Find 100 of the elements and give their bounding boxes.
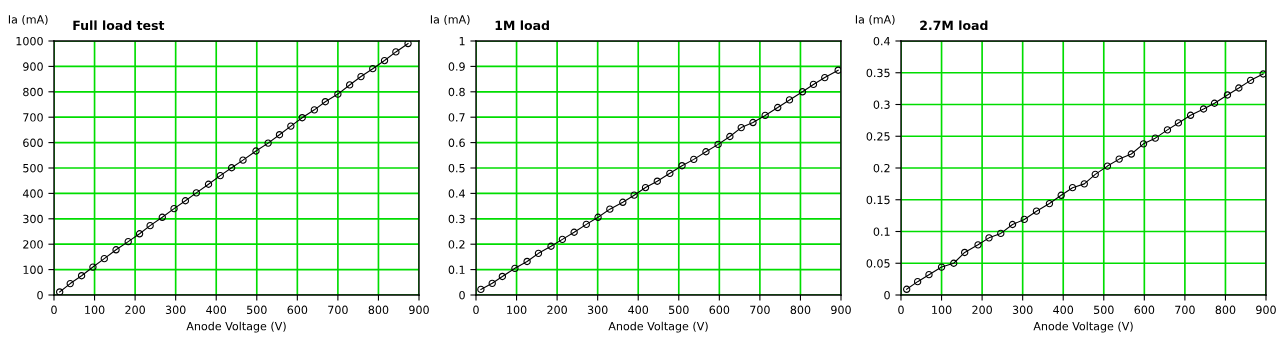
point [798,88,807,96]
point [135,230,144,238]
y-tick-label: 0 [37,290,43,300]
point [55,288,64,295]
y-axis-title: Ia (mA) [8,15,48,25]
point [950,259,958,267]
point [1223,91,1232,99]
x-tick-label: 400 [628,305,649,315]
y-tick-label: 1 [459,37,465,46]
point [997,229,1005,238]
point [1115,155,1123,163]
y-tick-label: 0.15 [866,195,890,205]
x-axis-title: Anode Voltage (V) [1033,321,1133,333]
x-tick-label: 600 [287,305,308,315]
y-tick-label: 500 [23,163,43,173]
point [1032,207,1041,215]
point [960,248,969,257]
point [1246,76,1255,85]
point [216,171,224,180]
point [404,41,412,48]
x-tick-label: 900 [831,305,851,315]
x-tick-label: 100 [932,305,952,315]
y-tick-label: 0.2 [873,163,890,173]
point [100,254,108,263]
x-tick-label: 700 [750,305,770,315]
y-tick-label: 200 [23,240,43,249]
y-tick-label: 0.1 [448,265,465,274]
y-tick-label: 0.35 [866,68,890,78]
y-tick-label: 400 [22,189,43,198]
x-tick-label: 400 [1053,305,1074,315]
point [298,114,306,122]
point [1020,215,1028,224]
x-tick-label: 200 [547,305,567,315]
point [834,66,841,74]
point [774,103,782,112]
x-axis-title: Anode Voltage (V) [608,321,708,333]
point [124,237,132,246]
point [181,197,190,205]
point [985,234,993,242]
point [1008,220,1017,229]
x-tick-label: 500 [669,305,689,315]
point [1127,150,1136,158]
point [1057,191,1065,199]
point [974,241,982,249]
point [192,189,201,197]
x-tick-label: 100 [85,305,105,315]
point [170,204,178,213]
point [913,277,922,286]
point [761,111,769,120]
y-tick-label: 0.25 [866,132,890,141]
point [321,98,329,106]
point [239,156,247,164]
y-tick-label: 0.05 [866,259,890,268]
x-tick-label: 200 [972,305,992,315]
x-tick-label: 800 [368,305,389,315]
point [1091,170,1099,179]
point [477,285,485,294]
x-tick-label: 400 [206,305,227,315]
y-tick-label: 0 [884,290,890,300]
x-tick-label: 100 [507,305,527,315]
point [1259,70,1266,78]
x-tick-label: 0 [473,305,479,315]
point [821,73,829,82]
point [287,122,295,130]
chart-title: Full load test [73,20,165,31]
point [1210,99,1219,107]
y-tick-label: 0.3 [448,214,465,224]
point [714,140,722,149]
x-tick-label: 800 [1215,305,1236,315]
point [809,80,818,89]
point [749,118,757,127]
point [369,65,377,73]
x-tick-label: 800 [790,305,811,315]
point [1163,126,1172,134]
y-tick-label: 0 [459,290,465,300]
point [1235,84,1243,92]
x-tick-label: 300 [165,305,186,315]
y-tick-label: 0.6 [448,138,465,147]
x-axis-title: Anode Voltage (V) [186,321,286,333]
point [902,285,911,293]
point [619,198,627,206]
point [146,221,154,230]
y-tick-label: 0.7 [448,113,465,122]
y-tick-label: 0.4 [873,36,890,46]
point [558,235,567,244]
point [252,147,260,155]
point [204,180,213,188]
point [392,48,400,56]
point [158,213,166,221]
x-tick-label: 300 [1012,305,1033,315]
x-tick-label: 200 [125,305,145,315]
point [937,263,946,271]
point [1045,199,1054,208]
y-tick-label: 0.2 [448,240,465,249]
point [547,242,555,250]
y-tick-label: 900 [23,62,43,71]
x-tick-label: 700 [1175,305,1195,315]
point [582,220,590,229]
point [1139,140,1148,148]
point [1068,184,1077,192]
